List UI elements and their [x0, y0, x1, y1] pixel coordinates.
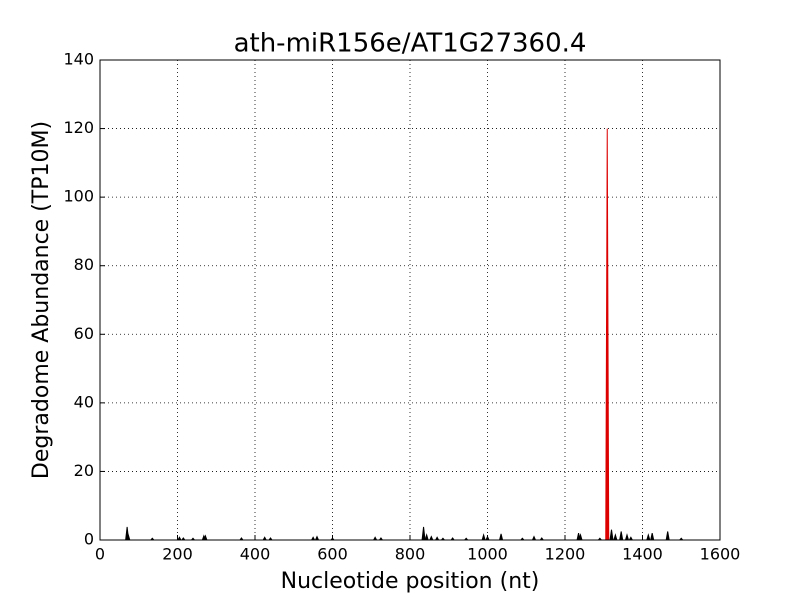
spike — [421, 526, 426, 541]
plot-frame — [99, 59, 721, 541]
spike — [481, 533, 486, 541]
y-tick-label: 40 — [74, 392, 94, 411]
x-tick-label: 200 — [162, 545, 193, 564]
y-tick-label: 60 — [74, 324, 94, 343]
x-axis-label: Nucleotide position (nt) — [281, 569, 540, 594]
spike — [605, 128, 610, 541]
x-tick-label: 1200 — [545, 545, 586, 564]
y-tick-label: 20 — [74, 461, 94, 480]
x-tick-label: 1000 — [467, 545, 508, 564]
spike — [624, 533, 630, 541]
y-tick-label: 80 — [74, 255, 94, 274]
x-tick-label: 400 — [240, 545, 271, 564]
chart-title: ath-miR156e/AT1G27360.4 — [234, 29, 587, 59]
spike — [646, 533, 651, 541]
x-tick-label: 1600 — [700, 545, 741, 564]
x-tick-label: 1400 — [622, 545, 663, 564]
y-axis-label: Degradome Abundance (TP10M) — [29, 121, 54, 479]
spike — [498, 533, 504, 541]
spike — [665, 531, 670, 541]
spike — [314, 535, 320, 541]
spike — [429, 535, 434, 541]
y-tick-label: 0 — [84, 530, 94, 549]
spike — [650, 533, 655, 541]
spike — [531, 535, 537, 541]
x-tick-label: 800 — [395, 545, 426, 564]
y-tick-label: 140 — [63, 50, 94, 69]
y-tick-label: 100 — [63, 187, 94, 206]
spike — [424, 533, 429, 541]
spike — [485, 535, 490, 541]
spike — [619, 531, 624, 541]
x-tick-label: 600 — [317, 545, 348, 564]
y-tick-label: 120 — [63, 118, 94, 137]
spike — [609, 529, 614, 541]
spike — [613, 533, 618, 541]
x-tick-label: 0 — [95, 545, 105, 564]
